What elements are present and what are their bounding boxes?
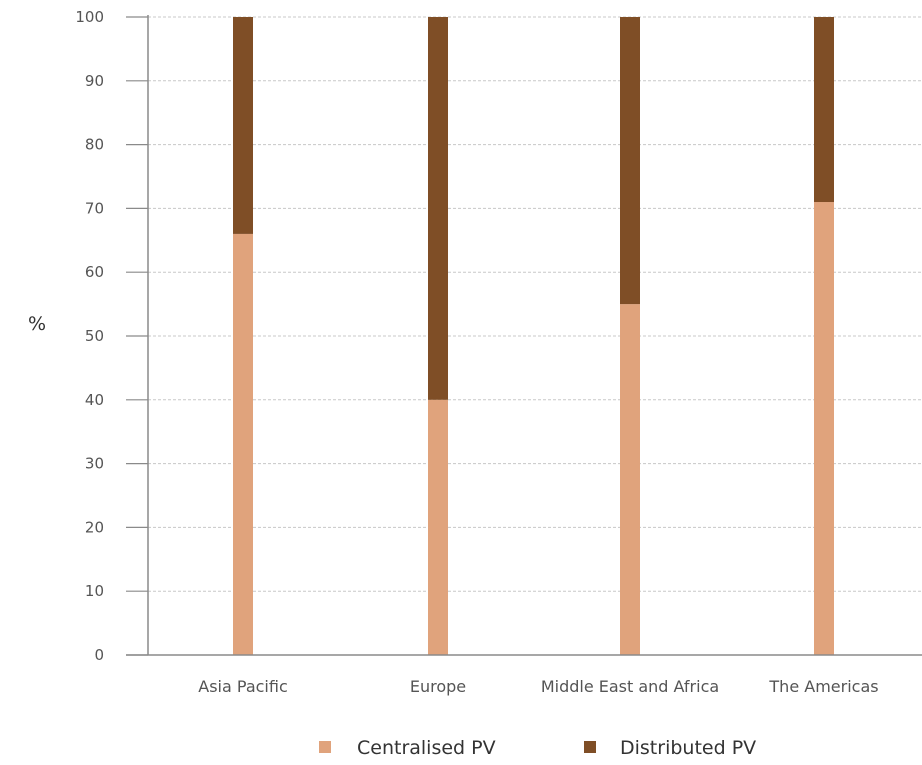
x-category-label: Europe (410, 677, 466, 696)
grid-lines (148, 16, 922, 592)
y-tick-label: 10 (85, 582, 104, 600)
y-tick-label: 50 (85, 327, 104, 345)
x-category-label: Asia Pacific (198, 677, 287, 696)
legend: Centralised PV Distributed PV (319, 737, 756, 759)
x-category-label: Middle East and Africa (541, 677, 719, 696)
y-tick-label: 80 (85, 136, 104, 154)
bar-segment (233, 233, 253, 656)
legend-label: Distributed PV (620, 737, 756, 759)
y-tick-label: 90 (85, 72, 104, 90)
axes-group (126, 15, 922, 656)
bar-segment (814, 202, 834, 655)
y-tick-label: 0 (94, 646, 104, 664)
x-category-label: The Americas (768, 677, 878, 696)
legend-label: Centralised PV (357, 737, 496, 759)
y-tick-label: 40 (85, 391, 104, 409)
y-tick-labels: 0 10 20 30 40 50 60 70 80 90 100 (75, 8, 104, 664)
x-category-labels: Asia Pacific Europe Middle East and Africa… (198, 677, 878, 696)
bar-segment (814, 17, 834, 203)
y-tick-label: 30 (85, 455, 104, 473)
y-tick-label: 100 (75, 8, 104, 26)
legend-swatch (319, 741, 331, 753)
bar-segment (428, 399, 448, 655)
y-tick-label: 70 (85, 199, 104, 217)
bar-segment (233, 17, 253, 234)
bar-segment (620, 17, 640, 305)
y-tick-label: 60 (85, 263, 104, 281)
legend-swatch (584, 741, 596, 753)
bar-segment (428, 17, 448, 400)
y-tick-label: 20 (85, 518, 104, 536)
y-axis-label: % (28, 313, 46, 335)
bars-group (233, 17, 834, 656)
bar-segment (620, 304, 640, 655)
